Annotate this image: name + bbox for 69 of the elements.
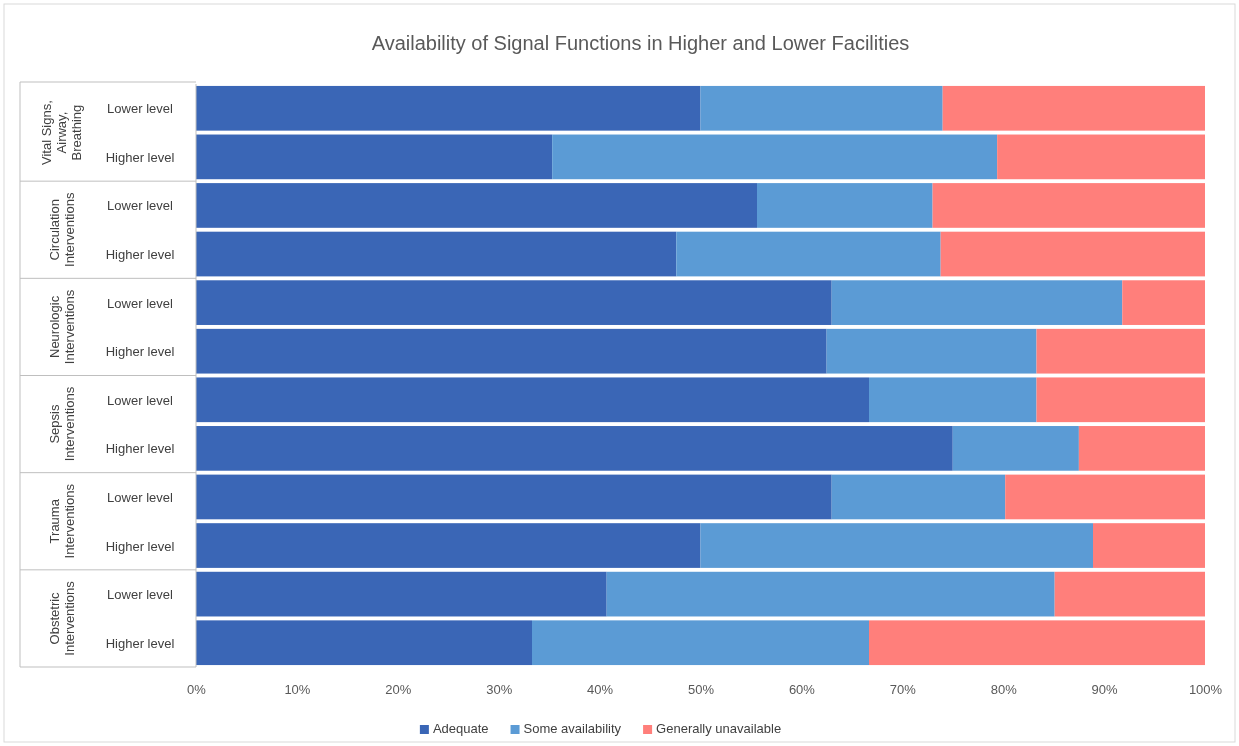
bar — [196, 426, 953, 471]
bar — [952, 426, 1079, 471]
bar — [942, 85, 1205, 131]
x-tick-label: 70% — [889, 682, 917, 698]
y-tick-label: Higher level — [105, 635, 175, 651]
x-tick-label: 20% — [385, 682, 412, 698]
x-tick-label: 80% — [990, 682, 1018, 698]
bar — [552, 134, 998, 180]
x-tick-label: 60% — [788, 682, 816, 698]
x-tick-label: 90% — [1091, 682, 1119, 698]
y-tick-label: Higher level — [105, 441, 175, 457]
y-tick-label: Higher level — [105, 538, 175, 554]
bar — [1093, 523, 1205, 568]
y-tick-label: Lower level — [107, 489, 173, 505]
bar — [1122, 280, 1205, 325]
y-tick-label: Lower level — [107, 587, 173, 603]
y-tick-label: Lower level — [107, 101, 173, 117]
x-tick-label: 50% — [687, 682, 715, 698]
bar — [826, 328, 1037, 374]
text: Neurologic Interventions — [46, 289, 77, 365]
bar — [700, 85, 943, 131]
bar — [757, 183, 933, 228]
bar — [1078, 426, 1206, 471]
bar — [932, 183, 1205, 228]
bar — [831, 280, 1123, 325]
y-tick-label: Higher level — [105, 149, 175, 165]
bar — [1054, 571, 1205, 617]
y-tick-label: Higher level — [105, 247, 175, 263]
x-tick-label: 40% — [587, 682, 614, 698]
text: Vital Signs, Airway, Breathing — [39, 100, 84, 165]
legend-label: Some availability — [523, 721, 622, 736]
bar — [869, 377, 1037, 423]
legend-label: Adequate — [432, 721, 489, 736]
y-tick-label: Lower level — [107, 198, 173, 214]
bar — [196, 134, 553, 180]
bar — [196, 231, 677, 277]
bar — [196, 474, 832, 520]
x-tick-label: 10% — [284, 682, 311, 698]
bar — [532, 620, 869, 666]
bar — [606, 571, 1055, 617]
bar — [196, 571, 607, 617]
bar — [676, 231, 941, 277]
bar — [196, 620, 532, 666]
bar — [940, 231, 1205, 277]
bar — [1005, 474, 1205, 520]
legend-label: Generally unavailable — [656, 721, 782, 736]
text: Trauma Interventions — [46, 483, 77, 559]
text: Obstetric Interventions — [46, 580, 77, 656]
y-tick-label: Higher level — [105, 344, 175, 360]
y-tick-label: Lower level — [107, 295, 173, 311]
bar — [196, 183, 757, 228]
x-tick-label: 100% — [1188, 682, 1223, 698]
x-tick-label: 0% — [187, 682, 207, 698]
bar — [196, 85, 701, 131]
text: Circulation Interventions — [46, 192, 77, 267]
bar — [196, 523, 701, 568]
bar — [1036, 377, 1205, 423]
chart-title: Availability of Signal Functions in Higher and Lower Facilities — [371, 32, 910, 54]
bar — [196, 377, 869, 423]
bar — [700, 523, 1093, 568]
bar — [831, 474, 1006, 520]
bar — [196, 280, 832, 325]
bar — [869, 620, 1205, 666]
x-tick-label: 30% — [486, 682, 513, 698]
bar — [997, 134, 1205, 180]
text: Sepsis Interventions — [46, 386, 77, 462]
y-tick-label: Lower level — [107, 392, 173, 408]
bar — [1036, 328, 1205, 374]
bar — [196, 328, 827, 374]
